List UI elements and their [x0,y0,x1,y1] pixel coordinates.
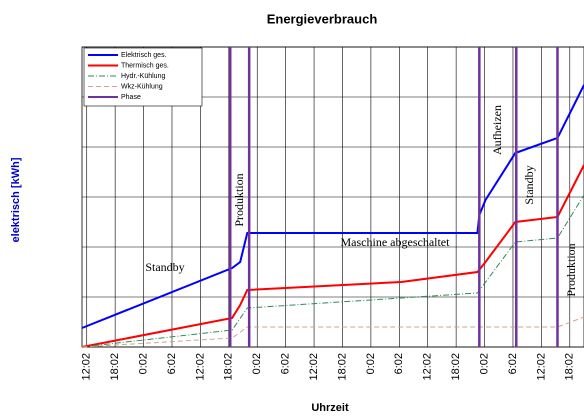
x-tick-label: 0:02 [365,353,377,374]
x-tick-label: 0:02 [137,353,149,374]
legend-label: Phase [121,94,141,101]
chart-title: Energieverbrauch [267,11,378,26]
annotation: Produktion [564,243,578,296]
x-tick-label: 18:02 [336,353,348,381]
series-line [81,164,584,348]
series-line [81,316,584,348]
x-tick-label: 6:02 [393,353,405,374]
x-tick-label: 12:02 [422,353,434,381]
annotation: Produktion [232,173,246,226]
legend-label: Elektrisch ges. [121,52,167,59]
x-tick-label: 18:02 [450,353,462,381]
x-tick-label: 0:02 [251,353,263,374]
x-tick-label: 6:02 [280,353,292,374]
x-tick-label: 18:02 [223,353,235,381]
x-tick-label: 0:02 [478,353,490,374]
annotation: Aufheizen [490,105,504,155]
legend-label: Hydr.-Kühlung [121,73,165,80]
x-tick-label: 12:02 [81,353,93,381]
x-tick-label: 12:02 [308,353,320,381]
annotation: Standby [145,260,184,274]
annotation: Maschine abgeschaltet [341,235,451,249]
x-tick-label: 18:02 [564,353,576,381]
x-axis-label: Uhrzeit [311,402,349,414]
legend-label: Thermisch ges. [121,62,169,69]
x-tick-label: 6:02 [507,353,519,374]
legend-label: Wkz-Kühlung [121,83,163,90]
x-tick-label: 6:02 [166,353,178,374]
y-axis-label: elektrisch [kWh] [10,157,22,242]
x-tick-label: 18:02 [109,353,121,381]
annotation: Standby [522,165,536,204]
x-tick-label: 12:02 [535,353,547,381]
x-tick-label: 12:02 [194,353,206,381]
